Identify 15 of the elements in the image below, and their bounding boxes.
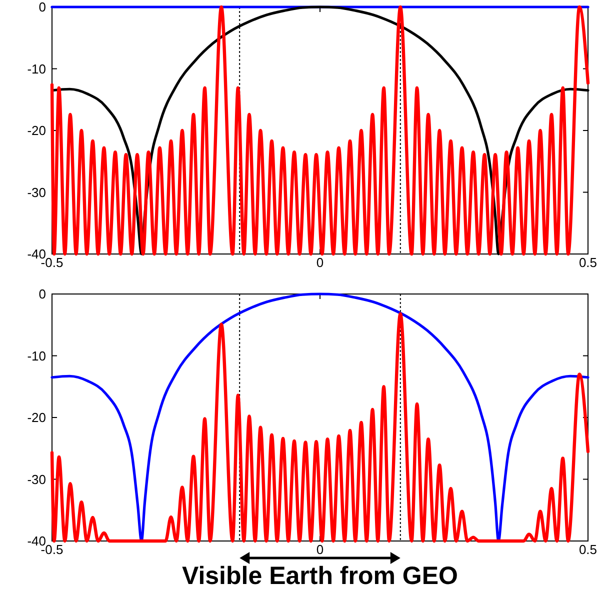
y-tick-label: -20 bbox=[27, 410, 46, 426]
x-tick-label: 0.5 bbox=[578, 542, 598, 557]
y-tick-label: -30 bbox=[27, 184, 46, 200]
y-tick-label: -30 bbox=[27, 472, 46, 487]
y-tick-label: -10 bbox=[27, 61, 46, 76]
y-tick-label: -40 bbox=[27, 246, 46, 262]
text: Visible Earth from GEO bbox=[182, 562, 458, 590]
y-tick-label: 0 bbox=[38, 0, 46, 15]
y-tick-label: -40 bbox=[27, 534, 46, 549]
y-tick-label: -10 bbox=[27, 348, 46, 364]
y-tick-label: 0 bbox=[38, 286, 46, 302]
y-tick-label: -20 bbox=[27, 123, 46, 138]
x-tick-label: 0.5 bbox=[578, 255, 598, 270]
x-tick-label: 0 bbox=[316, 255, 324, 270]
x-tick-label: 0 bbox=[316, 542, 324, 557]
